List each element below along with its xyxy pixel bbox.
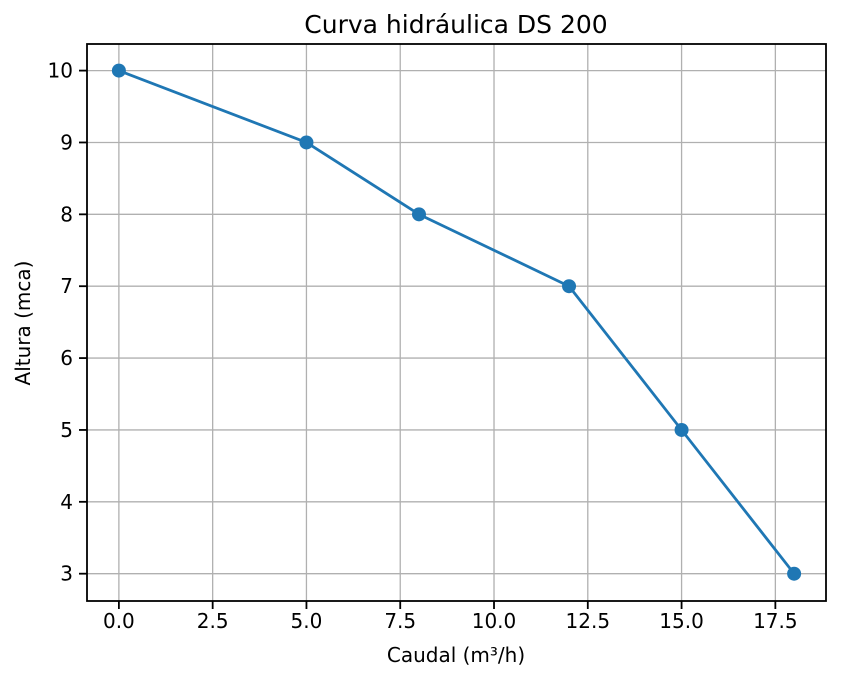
y-tick-label: 10 [48,59,73,83]
x-tick-label: 7.5 [384,609,416,633]
y-tick-label: 8 [60,202,73,226]
data-point [787,566,802,581]
grid-layer [87,44,826,601]
plot-border [86,43,827,602]
chart-title: Curva hidráulica DS 200 [304,10,607,39]
data-point [111,63,126,78]
y-tick-label: 3 [60,562,73,586]
data-point [411,207,426,222]
axes-layer [86,43,827,602]
x-tick-label: 17.5 [753,609,798,633]
x-tick-label: 5.0 [291,609,323,633]
tick-layer: 0.0 2.5 5.0 7.5 10.0 12.5 15.0 17.5 3 4 5 6 7 8 9 10 [48,59,798,633]
x-tick-label: 10.0 [472,609,517,633]
data-point [299,135,314,150]
x-tick-label: 12.5 [566,609,611,633]
y-tick-label: 7 [60,274,73,298]
data-point [674,422,689,437]
data-line [117,69,796,576]
y-tick-label: 5 [60,418,73,442]
series-layer [111,63,802,581]
x-axis-label: Caudal (m³/h) [387,643,525,667]
y-tick-label: 4 [60,490,73,514]
y-axis-label: Altura (mca) [11,261,35,386]
x-tick-label: 15.0 [659,609,704,633]
y-tick-label: 6 [60,346,73,370]
y-tick-label: 9 [60,130,73,154]
data-point [562,279,577,294]
x-tick-label: 2.5 [197,609,229,633]
x-tick-label: 0.0 [103,609,135,633]
